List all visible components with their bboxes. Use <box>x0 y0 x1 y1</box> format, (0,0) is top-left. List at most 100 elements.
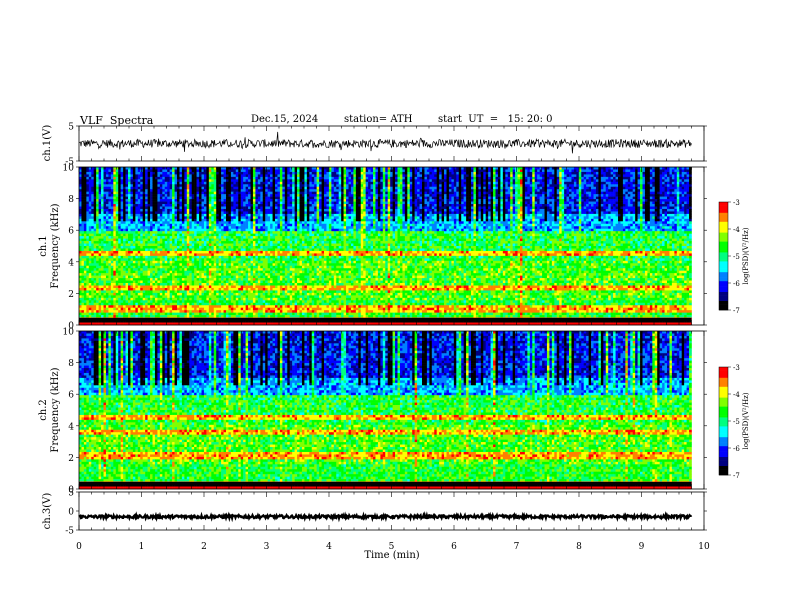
spectrogram-cell <box>377 196 381 200</box>
spectrogram-cell <box>573 189 577 192</box>
spectrogram-cell <box>573 181 577 185</box>
spectrogram-cell <box>542 171 545 175</box>
spectrogram-cell <box>632 199 636 202</box>
spectrogram-cell <box>154 186 158 190</box>
spectrogram-cell <box>512 167 516 170</box>
spectrogram-cell <box>103 176 107 180</box>
spectrogram-cell <box>593 206 597 210</box>
spectrogram-cell <box>549 204 553 207</box>
spectrogram-cell <box>365 213 369 217</box>
spectrogram-cell <box>679 201 682 205</box>
spectrogram-cell <box>311 179 315 183</box>
spectrogram-cell <box>110 191 114 195</box>
spectrogram-cell <box>471 204 474 207</box>
spectrogram-cell <box>196 179 200 183</box>
spectrogram-cell <box>662 184 665 188</box>
spectrogram-cell <box>172 174 175 178</box>
spectrogram-cell <box>255 206 259 210</box>
spectrogram-cell <box>522 186 526 190</box>
spectrogram-cell <box>576 206 580 210</box>
spectrogram-cell <box>399 208 403 212</box>
spectrogram-cell <box>593 191 597 195</box>
spectrogram-cell <box>620 174 624 178</box>
spectrogram-cell <box>147 171 151 175</box>
spectrogram-cell <box>407 199 411 202</box>
spectrogram-cell <box>301 208 305 212</box>
spectrogram-cell <box>527 194 531 197</box>
spectrogram-cell <box>147 179 151 183</box>
spectrogram-cell <box>654 169 658 173</box>
spectrogram-cell <box>659 171 663 175</box>
spectrogram-cell <box>162 196 166 200</box>
spectrogram-cell <box>282 184 286 188</box>
spectrogram-cell <box>608 174 611 178</box>
spectrogram-cell <box>466 186 469 190</box>
spectrogram-cell <box>380 176 384 180</box>
spectrogram-cell <box>162 176 166 180</box>
spectrogram-cell <box>140 213 143 217</box>
spectrogram-cell <box>654 199 658 202</box>
spectrogram-cell <box>654 194 658 197</box>
spectrogram-cell <box>324 169 327 173</box>
spectrogram-cell <box>203 201 207 205</box>
spectrogram-cell <box>346 179 349 183</box>
spectrogram-cell <box>475 186 479 190</box>
spectrogram-cell <box>517 194 521 197</box>
spectrogram-cell <box>475 194 479 197</box>
spectrogram-cell <box>392 179 396 183</box>
spectrogram-cell <box>576 208 580 212</box>
spectrogram-cell <box>179 171 183 175</box>
spectrogram-cell <box>113 189 117 192</box>
spectrogram-cell <box>191 167 195 170</box>
spectrogram-cell <box>348 199 352 202</box>
spectrogram-cell <box>478 179 482 183</box>
spectrogram-cell <box>365 171 369 175</box>
spectrogram-cell <box>301 191 305 195</box>
spectrogram-cell <box>79 181 82 185</box>
spectrogram-cell <box>473 171 477 175</box>
spectrogram-cell <box>630 174 633 178</box>
spectrogram-cell <box>444 199 447 202</box>
spectrogram-cell <box>91 201 94 205</box>
spectrogram-cell <box>211 179 215 183</box>
spectrogram-cell <box>186 199 190 202</box>
spectrogram-cell <box>321 211 325 215</box>
spectrogram-cell <box>270 184 273 188</box>
spectrogram-cell <box>81 201 85 205</box>
spectrogram-cell <box>407 174 411 178</box>
spectrogram-cell <box>610 211 614 215</box>
spectrogram-cell <box>245 176 249 180</box>
spectrogram-cell <box>377 169 381 173</box>
spectrogram-cell <box>532 194 535 197</box>
spectrogram-cell <box>512 201 516 205</box>
spectrogram-cell <box>573 184 577 188</box>
spectrogram-cell <box>483 199 486 202</box>
spectrogram-cell <box>466 181 469 185</box>
spectrogram-cell <box>615 181 619 185</box>
spectrogram-cell <box>385 179 388 183</box>
spectrogram-cell <box>177 204 180 207</box>
spectrogram-cell <box>475 204 479 207</box>
spectrogram-cell <box>208 208 212 212</box>
spectrogram-cell <box>473 204 477 207</box>
spectrogram-cell <box>510 189 513 192</box>
spectrogram-cell <box>294 174 298 178</box>
spectrogram-cell <box>613 191 616 195</box>
spectrogram-cell <box>243 176 246 180</box>
spectrogram-cell <box>615 167 619 170</box>
spectrogram-cell <box>576 204 580 207</box>
spectrogram-cell <box>338 189 342 192</box>
spectrogram-cell <box>620 179 624 183</box>
spectrogram-cell <box>226 184 229 188</box>
spectrogram-cell <box>537 169 540 173</box>
spectrogram-cell <box>463 167 467 170</box>
spectrogram-cell <box>483 179 486 183</box>
spectrogram-cell <box>652 186 656 190</box>
spectrogram-cell <box>142 213 146 217</box>
spectrogram-cell <box>233 206 237 210</box>
spectrogram-cell <box>446 211 450 215</box>
spectrogram-cell <box>417 189 420 192</box>
spectrogram-cell <box>373 204 376 207</box>
spectrogram-cell <box>500 169 504 173</box>
